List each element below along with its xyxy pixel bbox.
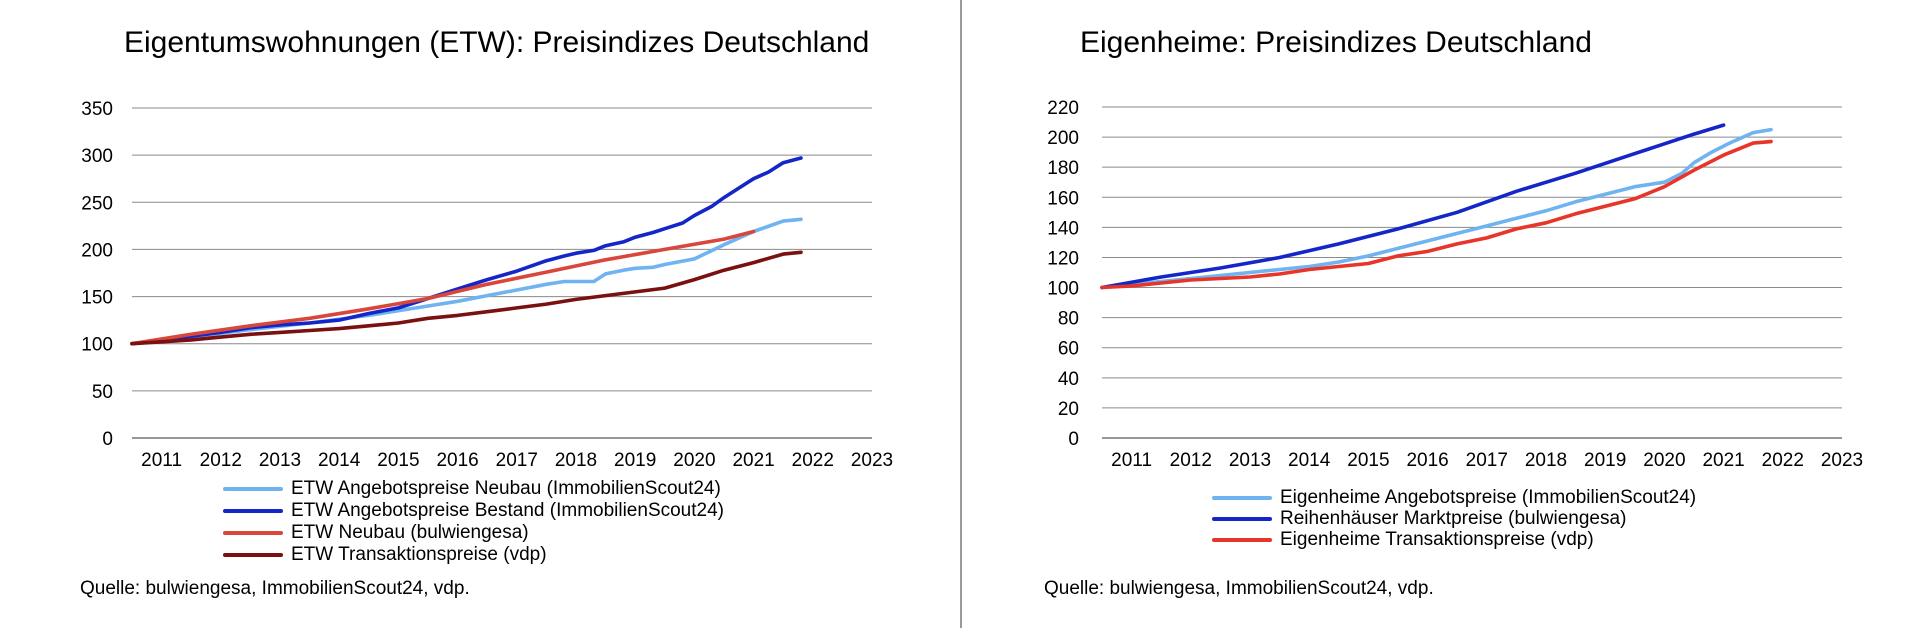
x-tick-label: 2014 [1288, 450, 1331, 471]
legend-swatch-light-blue [1212, 495, 1272, 500]
y-tick-label: 100 [1047, 279, 1079, 300]
y-tick-label: 350 [81, 99, 113, 120]
source-note: Quelle: bulwiengesa, ImmobilienScout24, … [80, 578, 470, 599]
x-tick-label: 2019 [614, 450, 656, 471]
legend-item: ETW Transaktionspreise (vdp) [223, 544, 724, 566]
legend-label: ETW Angebotspreise Neubau (ImmobilienSco… [291, 478, 721, 499]
x-tick-label: 2022 [792, 450, 834, 471]
y-tick-label: 300 [81, 146, 113, 167]
legend-label: ETW Transaktionspreise (vdp) [291, 544, 547, 565]
x-tick-label: 2017 [1466, 450, 1508, 471]
series-line [130, 229, 756, 346]
x-tick-label: 2023 [1821, 450, 1863, 471]
legend-item: Reihenhäuser Marktpreise (bulwiengesa) [1212, 508, 1696, 529]
y-tick-label: 50 [92, 382, 113, 403]
legend-swatch-dark-blue [1212, 516, 1272, 521]
x-tick-label: 2012 [200, 450, 242, 471]
series-line [130, 217, 803, 346]
legend: Eigenheime Angebotspreise (ImmobilienSco… [1212, 487, 1696, 550]
x-tick-label: 2011 [141, 450, 182, 471]
y-tick-label: 0 [102, 429, 113, 450]
series-line [1100, 139, 1773, 290]
chart-panel-eigenheime: Eigenheime: Preisindizes Deutschland 0 20… [962, 0, 1920, 628]
x-tick-label: 2011 [1111, 450, 1152, 471]
y-tick-label: 200 [1047, 128, 1079, 149]
x-tick-label: 2013 [1229, 450, 1271, 471]
y-tick-label: 20 [1058, 399, 1079, 420]
x-tick-label: 2017 [496, 450, 538, 471]
x-tick-label: 2020 [673, 450, 715, 471]
legend: ETW Angebotspreise Neubau (ImmobilienSco… [223, 478, 724, 566]
y-tick-label: 60 [1058, 339, 1079, 360]
y-tick-label: 200 [81, 240, 113, 261]
y-tick-label: 140 [1047, 218, 1079, 239]
series-line [1100, 127, 1773, 290]
y-tick-label: 250 [81, 193, 113, 214]
series-line [130, 156, 803, 346]
x-tick-label: 2021 [1702, 450, 1744, 471]
x-tick-label: 2022 [1762, 450, 1804, 471]
legend-swatch-dark-blue [223, 509, 283, 513]
x-tick-label: 2015 [1347, 450, 1389, 471]
legend-item: Eigenheime Angebotspreise (ImmobilienSco… [1212, 487, 1696, 508]
x-tick-label: 2014 [318, 450, 361, 471]
y-tick-label: 150 [81, 288, 113, 309]
y-tick-label: 180 [1047, 158, 1079, 179]
series-line [130, 250, 803, 346]
legend-label: Eigenheime Angebotspreise (ImmobilienSco… [1280, 487, 1697, 508]
y-tick-label: 120 [1047, 248, 1079, 269]
y-tick-label: 80 [1058, 309, 1079, 330]
legend-item: ETW Angebotspreise Bestand (ImmobilienSc… [223, 500, 724, 522]
legend-item: ETW Neubau (bulwiengesa) [223, 522, 724, 544]
legend-swatch-light-blue [223, 487, 283, 491]
y-tick-label: 0 [1068, 429, 1079, 450]
chart-panel-etw: Eigentumswohnungen (ETW): Preisindizes D… [80, 26, 893, 599]
x-tick-label: 2015 [377, 450, 419, 471]
x-tick-label: 2018 [555, 450, 597, 471]
legend-item: Eigenheime Transaktionspreise (vdp) [1212, 529, 1696, 550]
x-tick-label: 2021 [732, 450, 774, 471]
chart-title: Eigentumswohnungen (ETW): Preisindizes D… [124, 26, 870, 59]
line-chart-eigenheime: 0 20 40 60 80 100 120 140 160 180 200 220 2011 2012 20… [1047, 98, 1863, 471]
legend-label: ETW Angebotspreise Bestand (ImmobilienSc… [291, 500, 724, 521]
chart-title: Eigenheime: Preisindizes Deutschland [1080, 26, 1592, 59]
source-note: Quelle: bulwiengesa, ImmobilienScout24, … [1044, 578, 1434, 599]
x-tick-label: 2018 [1525, 450, 1567, 471]
legend-swatch-dark-red [223, 553, 283, 557]
legend-item: ETW Angebotspreise Neubau (ImmobilienSco… [223, 478, 724, 500]
legend-label: Eigenheime Transaktionspreise (vdp) [1280, 529, 1594, 550]
panel-divider [960, 0, 962, 628]
x-tick-label: 2016 [1406, 450, 1448, 471]
y-tick-label: 160 [1047, 188, 1079, 209]
legend-label: ETW Neubau (bulwiengesa) [291, 522, 529, 543]
legend-swatch-red [1212, 537, 1272, 542]
y-tick-label: 100 [81, 335, 113, 356]
legend-label: Reihenhäuser Marktpreise (bulwiengesa) [1280, 508, 1627, 529]
legend-swatch-red [223, 531, 283, 535]
line-chart-etw: 0 50 100 150 200 250 300 350 2011 2012 2013 2014 201… [81, 99, 893, 471]
series-line [1100, 123, 1726, 290]
y-tick-label: 220 [1047, 98, 1079, 119]
x-tick-label: 2023 [851, 450, 893, 471]
x-tick-label: 2019 [1584, 450, 1626, 471]
y-tick-label: 40 [1058, 369, 1079, 390]
x-tick-label: 2013 [259, 450, 301, 471]
x-tick-label: 2016 [436, 450, 478, 471]
x-tick-label: 2020 [1643, 450, 1685, 471]
x-tick-label: 2012 [1170, 450, 1212, 471]
